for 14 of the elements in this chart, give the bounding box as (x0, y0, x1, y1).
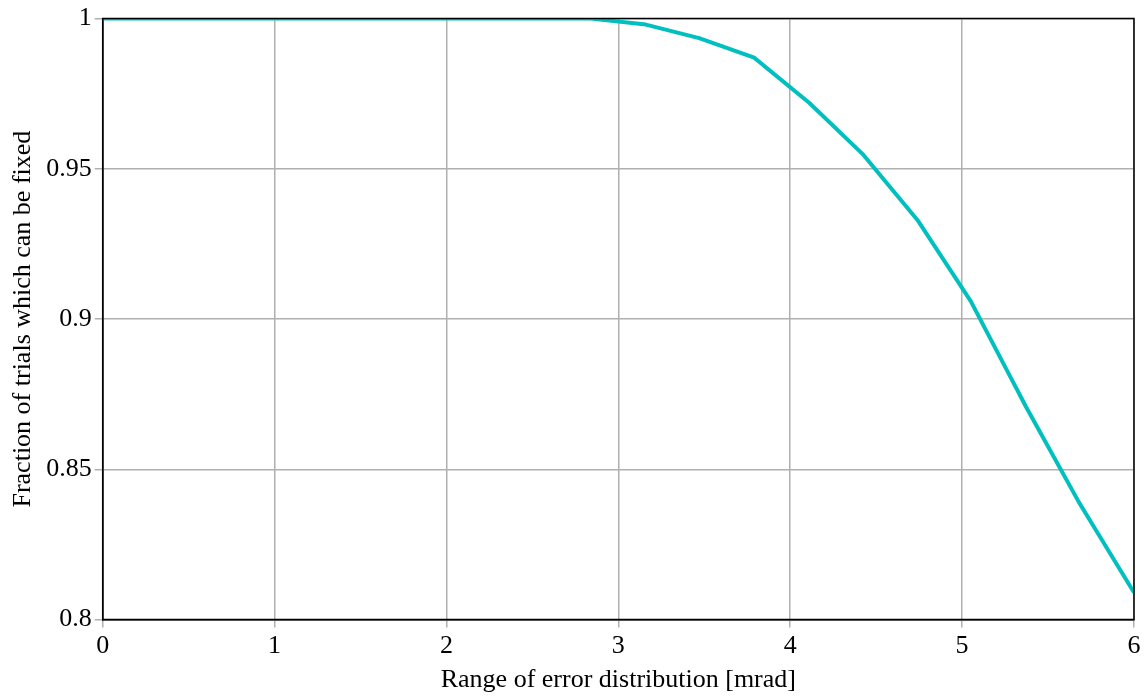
y-tick-label: 0.8 (59, 603, 92, 633)
x-axis-title: Range of error distribution [mrad] (440, 664, 796, 694)
x-tick-label: 1 (268, 630, 282, 660)
x-tick-label: 4 (783, 630, 797, 660)
y-tick-label: 0.95 (46, 152, 92, 182)
x-tick-label: 3 (611, 630, 625, 660)
x-tick-label: 5 (955, 630, 969, 660)
x-tick-label: 0 (96, 630, 110, 660)
x-tick-label: 2 (439, 630, 453, 660)
y-axis-title: Fraction of trials which can be fixed (7, 130, 37, 508)
y-tick-label: 0.85 (46, 453, 92, 483)
x-tick-label: 6 (1127, 630, 1141, 660)
y-tick-label: 1 (78, 2, 92, 32)
y-tick-label: 0.9 (59, 302, 92, 332)
